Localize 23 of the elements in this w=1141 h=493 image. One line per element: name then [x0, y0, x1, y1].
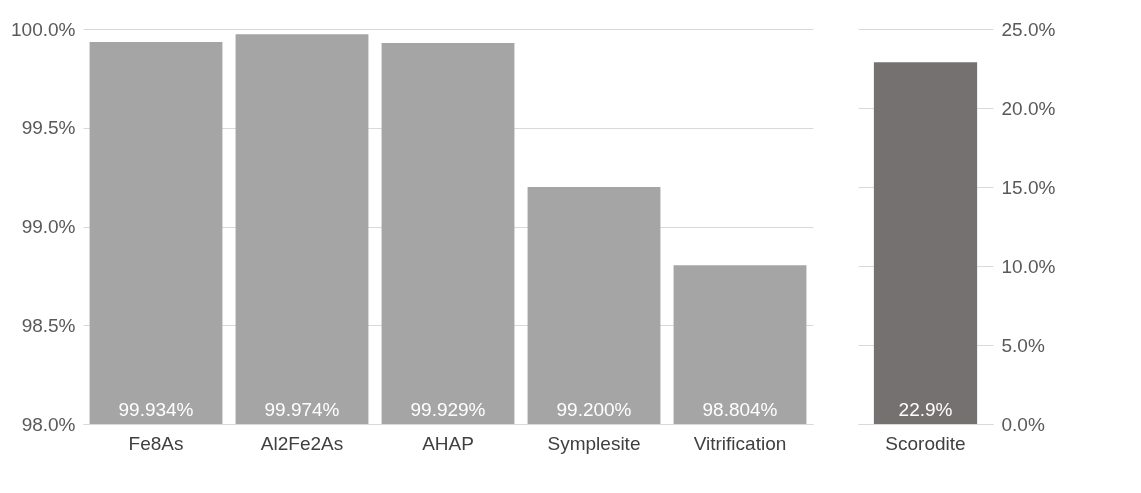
data-label: 99.929% [410, 399, 486, 420]
x-tick-label: Scorodite [885, 432, 966, 454]
y-tick-label: 5.0% [1001, 334, 1045, 356]
x-tick-label: Vitrification [693, 432, 787, 454]
y-tick-label: 98.0% [21, 413, 76, 435]
y-tick-label: 25.0% [1001, 18, 1056, 40]
y-tick-label: 15.0% [1001, 176, 1056, 198]
data-label: 99.934% [118, 399, 194, 420]
y-tick-label: 100.0% [11, 18, 76, 40]
y-tick-label: 99.0% [21, 216, 76, 237]
x-tick-label: AHAP [422, 432, 474, 454]
data-label: 99.200% [556, 399, 632, 420]
data-label: 99.974% [264, 399, 340, 420]
y-tick-label: 98.5% [21, 314, 76, 336]
x-tick-label: Symplesite [547, 432, 641, 454]
x-tick-label: Fe8As [128, 432, 184, 454]
y-tick-label: 20.0% [1001, 97, 1056, 119]
x-tick-label: Al2Fe2As [260, 432, 344, 454]
y-tick-label: 0.0% [1001, 413, 1045, 435]
y-tick-label: 99.5% [21, 117, 76, 139]
data-label: 22.9% [898, 399, 953, 420]
y-tick-label: 10.0% [1001, 255, 1056, 277]
data-label: 98.804% [702, 399, 778, 420]
